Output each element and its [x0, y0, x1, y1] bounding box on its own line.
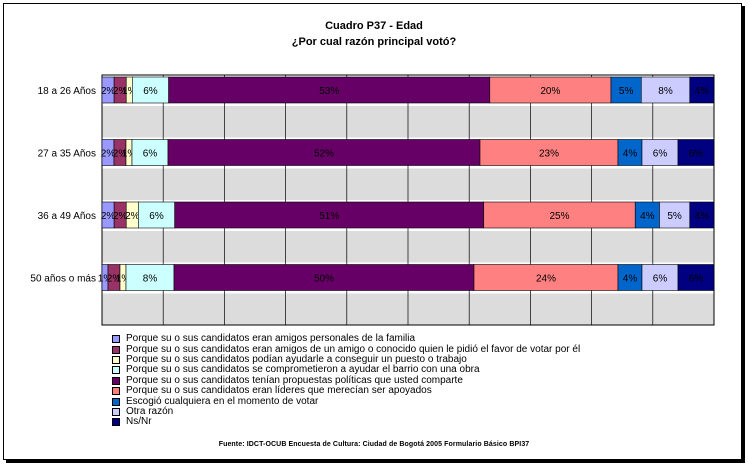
data-label: 1% — [116, 274, 131, 285]
bar-segment — [483, 201, 636, 229]
bar-segment — [689, 201, 715, 229]
data-label: 6% — [689, 149, 704, 160]
data-label: 6% — [143, 149, 158, 160]
bar-segment — [489, 76, 612, 104]
legend-item: Otra razón — [112, 405, 580, 417]
legend-item: Porque su o sus candidatos se comprometi… — [112, 365, 580, 375]
legend-swatch — [112, 376, 120, 385]
bar-segment — [689, 76, 715, 104]
legend-swatch — [112, 418, 120, 427]
category-label: 18 a 26 Años — [38, 86, 96, 97]
data-label: 4% — [640, 211, 655, 222]
plot-border — [101, 74, 715, 326]
data-label: 1% — [122, 149, 137, 160]
legend-swatch — [112, 407, 120, 416]
bar-segment — [167, 139, 481, 166]
bar-segment — [131, 76, 169, 104]
data-label: 8% — [658, 86, 673, 97]
data-label: 2% — [113, 86, 128, 97]
data-label: 51% — [319, 211, 339, 222]
category-label: 50 años o más — [30, 274, 96, 285]
legend-swatch — [112, 335, 120, 344]
legend-label: Otra razón — [126, 405, 174, 417]
legend-label: Escogió cualquiera en el momento de vota… — [126, 395, 319, 407]
data-label: 53% — [319, 86, 339, 97]
bar-segment — [659, 201, 691, 229]
legend-label: Ns/Nr — [126, 416, 152, 428]
legend-label: Porque su o sus candidatos eran amigos d… — [126, 343, 581, 355]
data-label: 24% — [536, 274, 556, 285]
data-label: 20% — [540, 86, 560, 97]
data-label: 2% — [101, 149, 116, 160]
data-label: 8% — [143, 274, 158, 285]
chart-title: Cuadro P37 - Edad — [325, 20, 423, 32]
bar-segment — [677, 264, 715, 291]
data-label: 1% — [122, 86, 137, 97]
category-label: 36 a 49 Años — [38, 211, 96, 222]
legend-swatch — [112, 397, 120, 406]
data-label: 2% — [113, 211, 128, 222]
legend-label: Porque su o sus candidatos eran líderes … — [126, 385, 432, 397]
legend-item: Porque su o sus candidatos eran amigos d… — [112, 344, 580, 354]
legend-label: Porque su o sus candidatos eran amigos p… — [126, 333, 416, 345]
legend: Porque su o sus candidatos eran amigos p… — [112, 334, 580, 428]
legend-swatch — [112, 387, 120, 396]
bar-segment — [174, 201, 485, 229]
legend-swatch — [112, 355, 120, 364]
legend-label: Porque su o sus candidatos tenían propue… — [126, 374, 463, 386]
legend-item: Ns/Nr — [112, 417, 580, 427]
legend-item: Porque su o sus candidatos eran amigos p… — [112, 334, 580, 344]
data-label: 1% — [98, 274, 113, 285]
data-label: 6% — [143, 86, 158, 97]
data-label: 4% — [695, 86, 710, 97]
data-label: 6% — [653, 149, 668, 160]
data-label: 2% — [101, 211, 116, 222]
data-label: 52% — [314, 149, 334, 160]
chart-subtitle: ¿Por cual razón principal votó? — [291, 36, 457, 48]
data-label: 6% — [149, 211, 164, 222]
data-label: 6% — [689, 274, 704, 285]
data-label: 5% — [619, 86, 634, 97]
data-label: 25% — [549, 211, 569, 222]
bar-segment — [640, 76, 691, 104]
bar-segment — [617, 264, 643, 291]
legend-item: Escogió cualquiera en el momento de vota… — [112, 396, 580, 406]
legend-label: Porque su o sus candidatos podían ayudar… — [126, 353, 467, 365]
source-note: Fuente: IDCT-OCUB Encuesta de Cultura: C… — [218, 441, 530, 448]
data-label: 4% — [623, 274, 638, 285]
bar-segment — [677, 139, 715, 166]
data-label: 4% — [623, 149, 638, 160]
bar-segment — [610, 76, 642, 104]
legend-item: Porque su o sus candidatos eran líderes … — [112, 386, 580, 396]
bar-segment — [173, 264, 475, 291]
bar-segment — [641, 264, 679, 291]
bar-segment — [168, 76, 491, 104]
data-label: 2% — [107, 274, 122, 285]
bar-segment — [473, 264, 619, 291]
data-label: 2% — [113, 149, 128, 160]
legend-swatch — [112, 366, 120, 375]
data-label: 5% — [667, 211, 682, 222]
legend-item: Porque su o sus candidatos tenían propue… — [112, 374, 580, 386]
data-label: 23% — [539, 149, 559, 160]
legend-swatch — [112, 345, 120, 354]
data-label: 2% — [125, 211, 140, 222]
data-label: 6% — [653, 274, 668, 285]
legend-item: Porque su o sus candidatos podían ayudar… — [112, 353, 580, 365]
data-label: 4% — [695, 211, 710, 222]
legend-label: Porque su o sus candidatos se comprometi… — [126, 364, 480, 376]
data-label: 2% — [101, 86, 116, 97]
data-label: 50% — [314, 274, 334, 285]
bar-segment — [634, 201, 660, 229]
category-label: 27 a 35 Años — [38, 149, 96, 160]
